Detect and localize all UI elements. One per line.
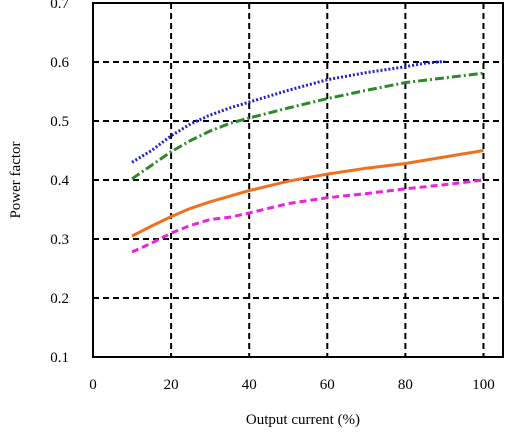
y-tick-label: 0.6 (50, 55, 69, 71)
series-line-3 (131, 149, 484, 238)
y-tick-label: 0.2 (50, 291, 69, 307)
y-tick-label: 0.1 (50, 350, 69, 366)
y-axis-title: Power factor (8, 141, 24, 218)
x-tick-label: 60 (320, 377, 335, 393)
x-tick-label: 100 (472, 377, 495, 393)
plot-frame (92, 2, 504, 358)
x-tick-label: 20 (164, 377, 179, 393)
y-tick-labels: 0.1 0.2 0.3 0.4 0.5 0.6 0.7 (50, 0, 69, 366)
x-tick-labels: 0 20 40 60 80 100 (89, 377, 494, 393)
x-axis-title: Output current (%) (246, 412, 360, 428)
x-tick-label: 0 (89, 377, 97, 393)
series-line-2 (131, 71, 484, 181)
y-tick-label: 0.4 (50, 173, 69, 189)
y-tick-label: 0.5 (50, 114, 69, 130)
x-tick-label: 40 (242, 377, 257, 393)
series-line-4 (131, 178, 484, 254)
x-tick-label: 80 (398, 377, 413, 393)
y-tick-label: 0.3 (50, 232, 69, 248)
series-lines (131, 59, 484, 254)
y-tick-label: 0.7 (50, 0, 69, 12)
series-line-1 (131, 59, 445, 164)
